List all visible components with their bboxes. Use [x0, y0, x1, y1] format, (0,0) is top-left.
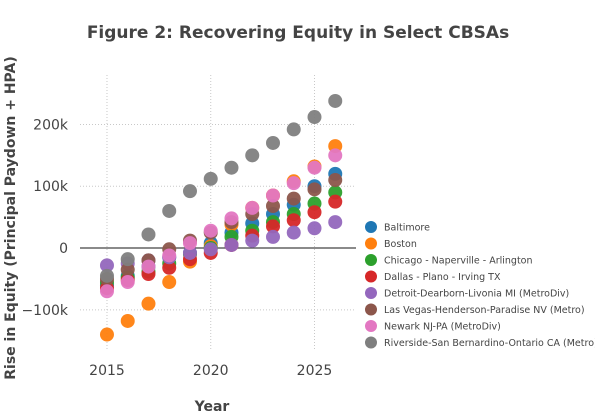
data-point — [162, 248, 177, 263]
data-point — [307, 182, 322, 197]
data-point — [162, 203, 177, 218]
data-point — [307, 110, 322, 125]
data-point — [286, 191, 301, 206]
data-point — [141, 296, 156, 311]
legend-marker — [365, 320, 377, 332]
data-point — [120, 275, 135, 290]
data-point — [328, 173, 343, 188]
data-point — [182, 236, 197, 251]
data-point — [224, 211, 239, 226]
data-point — [224, 237, 239, 252]
axes: 2015 2020 2025 −100k 0 100k 200k — [21, 117, 332, 379]
data-point — [328, 93, 343, 108]
data-point — [265, 199, 280, 214]
legend-marker — [365, 303, 377, 316]
x-tick-label: 2015 — [89, 363, 125, 379]
y-tick-label: −100k — [21, 303, 68, 319]
data-point — [99, 284, 114, 299]
data-point — [307, 160, 322, 175]
legend-label: Newark NJ-PA (MetroDiv) — [384, 322, 501, 333]
data-point — [99, 268, 114, 283]
legend-marker — [365, 336, 377, 349]
data-point — [265, 135, 280, 150]
legend-marker — [365, 237, 377, 250]
data-point — [141, 227, 156, 242]
y-tick-label: 0 — [59, 241, 68, 257]
data-point — [265, 188, 280, 203]
legend-label: Chicago - Naperville - Arlington — [384, 256, 533, 267]
data-point — [328, 148, 343, 163]
legend: Baltimore Boston Chicago - Naperville - Ar… — [365, 221, 595, 349]
y-axis-title: Rise in Equity (Principal Paydown + HPA) — [3, 56, 19, 380]
x-axis-title: Year — [194, 399, 230, 415]
data-point — [141, 259, 156, 274]
x-tick-label: 2020 — [193, 363, 229, 379]
data-point — [286, 176, 301, 191]
data-point — [328, 194, 343, 209]
y-tick-label: 200k — [33, 117, 69, 133]
data-point — [203, 242, 218, 257]
data-point — [328, 215, 343, 230]
legend-label: Riverside-San Bernardino-Ontario CA (Met… — [384, 338, 595, 349]
legend-marker — [365, 287, 377, 299]
data-point — [286, 213, 301, 228]
data-point — [99, 258, 114, 273]
data-point — [265, 219, 280, 234]
data-point — [120, 313, 135, 328]
legend-marker — [365, 221, 377, 233]
legend-label: Boston — [384, 239, 417, 250]
legend-label: Las Vegas-Henderson-Paradise NV (Metro) — [384, 305, 585, 316]
legend-label: Baltimore — [384, 223, 430, 234]
data-point — [286, 122, 301, 137]
data-point — [203, 171, 218, 186]
y-tick-label: 100k — [33, 179, 69, 195]
legend-label: Dallas - Plano - Irving TX — [384, 272, 501, 283]
data-points — [99, 93, 343, 342]
data-point — [162, 275, 177, 290]
legend-label: Detroit-Dearborn-Livonia MI (MetroDiv) — [384, 289, 569, 300]
data-point — [224, 160, 239, 175]
data-point — [203, 223, 218, 238]
data-point — [307, 221, 322, 236]
x-tick-label: 2025 — [297, 363, 333, 379]
chart-title: Figure 2: Recovering Equity in Select CB… — [87, 23, 509, 43]
data-point — [120, 262, 135, 277]
legend-marker — [365, 270, 377, 283]
data-point — [99, 327, 114, 342]
data-point — [182, 245, 197, 260]
data-point — [182, 184, 197, 199]
data-point — [245, 233, 260, 248]
data-point — [120, 252, 135, 267]
data-point — [286, 225, 301, 240]
legend-marker — [365, 254, 377, 266]
data-point — [162, 260, 177, 275]
data-point — [245, 200, 260, 215]
data-point — [265, 229, 280, 244]
data-point — [245, 148, 260, 163]
data-point — [307, 205, 322, 220]
